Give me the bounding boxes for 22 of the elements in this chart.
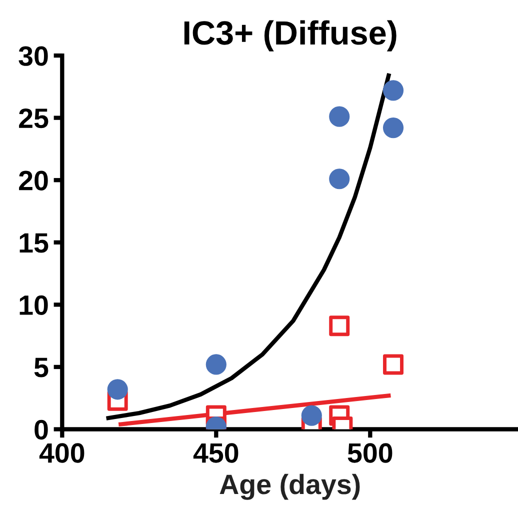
y-tick-label: 20 bbox=[19, 170, 48, 190]
point bbox=[329, 168, 350, 190]
point bbox=[382, 118, 404, 138]
point bbox=[206, 354, 226, 375]
point bbox=[329, 316, 350, 336]
y-tick-label: 30 bbox=[18, 46, 48, 66]
y-tick-label: 5 bbox=[34, 358, 48, 378]
y-tick-label: 15 bbox=[20, 233, 48, 253]
point bbox=[301, 405, 322, 426]
line-series bbox=[106, 73, 391, 420]
x-tick-label: 500 bbox=[348, 443, 392, 463]
point bbox=[107, 379, 128, 400]
y-tick-label: 0 bbox=[34, 420, 48, 440]
y-tick-label: 10 bbox=[20, 295, 48, 316]
point bbox=[329, 106, 350, 127]
point bbox=[382, 80, 404, 101]
point bbox=[383, 354, 404, 375]
x-axis-title: Age (days) bbox=[220, 474, 360, 500]
y-tick-label: 25 bbox=[19, 108, 48, 128]
x-tick-label: 450 bbox=[193, 443, 238, 463]
x-tick-label: 400 bbox=[39, 443, 84, 463]
chart-title: IC3+ (Diffuse) bbox=[184, 20, 396, 52]
